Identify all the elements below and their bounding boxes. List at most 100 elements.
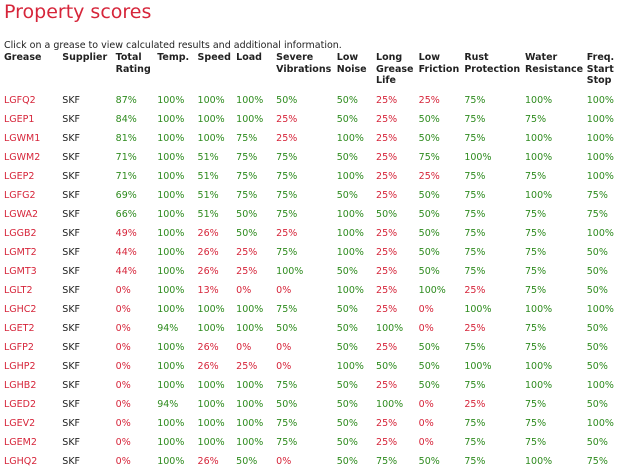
- grease-link[interactable]: LGWM1: [4, 133, 41, 144]
- supplier-cell: SKF: [62, 209, 81, 220]
- long-grease-life-cell: 25%: [376, 95, 398, 106]
- grease-link[interactable]: LGHQ2: [4, 456, 38, 467]
- grease-link[interactable]: LGHC2: [4, 304, 37, 315]
- column-header-text: Temp.: [157, 52, 190, 63]
- supplier-cell: SKF: [62, 456, 81, 467]
- rust-protection-cell: 25%: [464, 285, 486, 296]
- temp-cell: 100%: [157, 228, 185, 239]
- grease-link[interactable]: LGET2: [4, 323, 35, 334]
- low-noise-cell: 50%: [336, 418, 358, 429]
- grease-link[interactable]: LGEP1: [4, 114, 35, 125]
- load-cell: 50%: [236, 209, 258, 220]
- water-resistance-cell: 75%: [524, 209, 547, 220]
- long-grease-life-cell: 50%: [376, 361, 398, 372]
- water-resistance-cell: 100%: [524, 380, 553, 391]
- grease-link[interactable]: LGWA2: [4, 209, 39, 220]
- load-cell: 75%: [236, 190, 258, 201]
- grease-link[interactable]: LGMT2: [4, 247, 37, 258]
- load-cell: 25%: [236, 247, 258, 258]
- table-row: LGLT2 SKF 0% 100% 13% 0% 0% 100% 25% 100% 25% 75% 50…: [3, 281, 624, 300]
- speed-cell: 100%: [197, 437, 225, 448]
- water-resistance-cell: 75%: [524, 285, 547, 296]
- temp-cell: 100%: [157, 95, 185, 106]
- supplier-cell: SKF: [62, 247, 81, 258]
- grease-link[interactable]: LGEM2: [4, 437, 37, 448]
- load-cell: 100%: [236, 437, 264, 448]
- column-header-text: Grease: [376, 63, 414, 75]
- low-noise-cell: 100%: [336, 247, 364, 258]
- speed-cell: 100%: [197, 95, 225, 106]
- load-cell: 100%: [236, 95, 264, 106]
- low-friction-cell: 0%: [418, 304, 434, 315]
- column-header-grease: Grease: [3, 52, 61, 91]
- long-grease-life-cell: 25%: [376, 418, 398, 429]
- severe-vibrations-cell: 0%: [276, 361, 292, 372]
- speed-cell: 51%: [197, 152, 219, 163]
- grease-link[interactable]: LGHB2: [4, 380, 37, 391]
- grease-link[interactable]: LGWM2: [4, 152, 41, 163]
- column-header-text: Water: [524, 52, 558, 63]
- speed-cell: 26%: [197, 456, 219, 467]
- freq-start-stop-cell: 50%: [586, 437, 608, 448]
- total-rating-cell: 81%: [115, 133, 137, 144]
- low-noise-cell: 50%: [336, 304, 358, 315]
- severe-vibrations-cell: 75%: [276, 171, 298, 182]
- grease-link[interactable]: LGFP2: [4, 342, 34, 353]
- low-friction-cell: 50%: [418, 361, 440, 372]
- grease-link[interactable]: LGLT2: [4, 285, 33, 296]
- grease-link[interactable]: LGFQ2: [4, 95, 36, 106]
- grease-link[interactable]: LGHP2: [4, 361, 36, 372]
- column-header-water-resistance: Water Resistance: [524, 52, 586, 91]
- water-resistance-cell: 75%: [524, 323, 547, 334]
- water-resistance-cell: 75%: [524, 399, 547, 410]
- load-cell: 75%: [236, 171, 258, 182]
- grease-link[interactable]: LGFG2: [4, 190, 36, 201]
- freq-start-stop-cell: 50%: [586, 247, 608, 258]
- severe-vibrations-cell: 75%: [276, 418, 298, 429]
- low-friction-cell: 50%: [418, 380, 440, 391]
- rust-protection-cell: 75%: [464, 171, 486, 182]
- column-header-text: Protection: [464, 63, 521, 75]
- grease-link[interactable]: LGMT3: [4, 266, 37, 277]
- column-header-text: Load: [236, 52, 262, 63]
- load-cell: 75%: [236, 133, 258, 144]
- supplier-cell: SKF: [62, 266, 81, 277]
- column-header-text: Noise: [336, 63, 367, 75]
- load-cell: 25%: [236, 361, 258, 372]
- grease-link[interactable]: LGED2: [4, 399, 37, 410]
- severe-vibrations-cell: 75%: [276, 380, 298, 391]
- table-row: LGEV2 SKF 0% 100% 100% 100% 75% 50% 25% 0% 75% 75% 1…: [3, 414, 624, 433]
- total-rating-cell: 71%: [115, 171, 137, 182]
- low-noise-cell: 50%: [336, 456, 358, 467]
- grease-link[interactable]: LGEV2: [4, 418, 36, 429]
- supplier-cell: SKF: [62, 95, 81, 106]
- column-header-text: Start: [586, 63, 614, 75]
- grease-link[interactable]: LGEP2: [4, 171, 35, 182]
- freq-start-stop-cell: 100%: [586, 133, 614, 144]
- column-header-long-grease-life: Long Grease Life: [375, 52, 418, 91]
- table-row: LGFG2 SKF 69% 100% 51% 75% 75% 50% 25% 50% 75% 100%…: [3, 186, 624, 205]
- total-rating-cell: 49%: [115, 228, 137, 239]
- water-resistance-cell: 75%: [524, 171, 547, 182]
- column-header-text: Stop: [586, 75, 612, 86]
- water-resistance-cell: 100%: [524, 456, 553, 467]
- freq-start-stop-cell: 75%: [586, 456, 608, 467]
- column-header-low-friction: Low Friction: [418, 52, 464, 91]
- grease-link[interactable]: LGGB2: [4, 228, 37, 239]
- freq-start-stop-cell: 50%: [586, 361, 608, 372]
- table-row: LGED2 SKF 0% 94% 100% 100% 50% 50% 100% 0% 25% 75% 5…: [3, 395, 624, 414]
- load-cell: 100%: [236, 304, 264, 315]
- low-noise-cell: 50%: [336, 437, 358, 448]
- water-resistance-cell: 75%: [524, 228, 547, 239]
- table-row: LGFQ2 SKF 87% 100% 100% 100% 50% 50% 25% 25% 75% 10…: [3, 91, 624, 110]
- freq-start-stop-cell: 50%: [586, 285, 608, 296]
- low-friction-cell: 50%: [418, 190, 440, 201]
- rust-protection-cell: 100%: [464, 361, 492, 372]
- temp-cell: 94%: [157, 323, 179, 334]
- low-friction-cell: 50%: [418, 247, 440, 258]
- load-cell: 0%: [236, 342, 252, 353]
- low-friction-cell: 50%: [418, 228, 440, 239]
- speed-cell: 100%: [197, 304, 225, 315]
- low-friction-cell: 75%: [418, 152, 440, 163]
- water-resistance-cell: 100%: [524, 95, 553, 106]
